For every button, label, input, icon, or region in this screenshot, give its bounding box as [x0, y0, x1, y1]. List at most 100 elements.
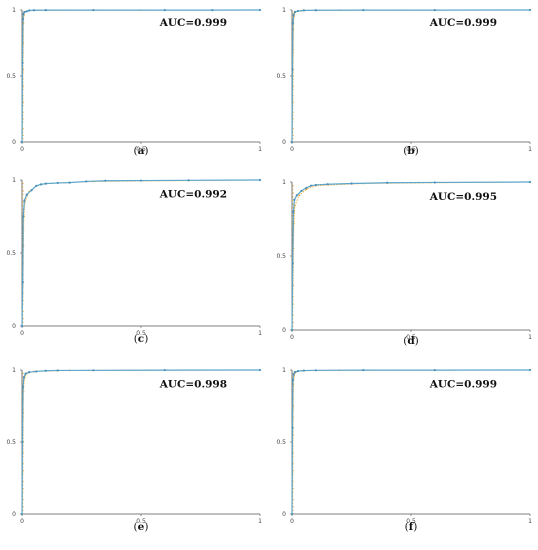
orange-series-point [292, 185, 294, 187]
x-tick-label: 0.5 [136, 330, 146, 337]
roc-series-point [23, 10, 26, 14]
x-tick-label: 1 [258, 518, 262, 525]
roc-series-point [187, 179, 190, 182]
roc-panel-f: 0 0.5 1 0 0.5 1 AUC=0.999 [276, 367, 532, 525]
roc-series-point [296, 370, 300, 373]
orange-series-point [292, 303, 294, 305]
x-tick-label: 1 [528, 518, 532, 525]
roc-series-point [92, 9, 95, 12]
x-tick-label: 0 [20, 146, 24, 153]
x-tick-label: 0 [20, 330, 24, 337]
roc-series-point [85, 180, 88, 183]
roc-series-point [44, 369, 47, 372]
x-tick-label: 1 [258, 330, 262, 337]
orange-series-point [305, 188, 308, 191]
orange-series-point [21, 204, 24, 207]
auc-annotation: AUC=0.999 [429, 378, 497, 390]
x-tick-label: 0 [290, 146, 294, 153]
roc-series-line [291, 181, 531, 331]
roc-series-point [24, 372, 27, 375]
roc-series-point [22, 215, 25, 218]
roc-series-point [362, 9, 365, 12]
roc-series-point [258, 178, 262, 182]
roc-series-point [314, 369, 317, 372]
roc-series-point [362, 369, 365, 372]
roc-series-point [56, 181, 59, 185]
y-tick-label: 0 [12, 511, 16, 518]
x-tick-label: 0.5 [406, 518, 416, 525]
orange-series-line [291, 181, 531, 331]
y-tick-label: 1 [282, 179, 286, 186]
roc-series-point [290, 140, 294, 144]
roc-panel-e: 0 0.5 1 0 0.5 1 AUC=0.998 [6, 367, 262, 525]
orange-series-point [292, 321, 294, 324]
roc-series-point [44, 182, 47, 185]
roc-series-line [291, 369, 531, 515]
orange-series-point [292, 128, 294, 130]
roc-series-point [296, 9, 300, 13]
x-tick-label: 1 [528, 146, 532, 153]
roc-series-point [44, 9, 47, 12]
panel-caption-letter: f [408, 521, 414, 533]
x-tick-label: 0.5 [136, 146, 146, 153]
roc-series-point [30, 189, 33, 192]
roc-series-point [293, 10, 296, 14]
y-tick-label: 0.5 [276, 439, 286, 446]
orange-series-point [22, 101, 24, 104]
y-tick-label: 0 [282, 511, 286, 518]
roc-series-point [28, 371, 31, 374]
orange-series-line [291, 369, 531, 515]
y-tick-label: 1 [12, 177, 16, 184]
roc-series-point [291, 22, 295, 25]
roc-series-point [290, 512, 294, 516]
roc-series-point [25, 193, 28, 196]
roc-series-point [386, 181, 389, 184]
roc-series-point [292, 373, 295, 376]
roc-series-point [291, 68, 294, 71]
y-tick-label: 0 [282, 139, 286, 146]
panel-caption-letter: e [137, 521, 145, 533]
orange-series-point [22, 193, 24, 196]
y-tick-label: 1 [12, 367, 16, 374]
x-tick-label: 0 [20, 518, 24, 525]
roc-series-point [295, 194, 298, 197]
roc-series-point [139, 179, 143, 182]
orange-series-point [22, 201, 24, 203]
roc-series-point [300, 189, 303, 192]
y-tick-label: 1 [12, 7, 16, 14]
orange-series-point [292, 498, 294, 501]
auc-annotation: AUC=0.992 [159, 189, 227, 201]
x-tick-label: 0.5 [406, 334, 416, 341]
orange-series-point [292, 196, 294, 198]
roc-series-point [350, 182, 353, 185]
roc-series-point [163, 369, 166, 372]
roc-series-line [21, 9, 261, 143]
auc-annotation: AUC=0.999 [429, 17, 497, 29]
y-tick-label: 0 [12, 323, 16, 330]
orange-series-point [298, 194, 301, 197]
orange-series-point [22, 128, 24, 130]
panel-caption-letter: c [137, 333, 145, 345]
orange-series-point [292, 118, 294, 120]
panel-caption-letter: b [407, 145, 415, 157]
roc-series-point [528, 180, 532, 184]
y-tick-label: 0.5 [6, 73, 16, 80]
roc-series-point [258, 8, 262, 12]
roc-series-point [433, 181, 436, 184]
roc-panel-a: 0 0.5 1 0 0.5 1 AUC=0.999 [6, 7, 262, 153]
roc-series-line [291, 9, 531, 143]
orange-series-line [21, 9, 261, 143]
panel-caption: (f) [404, 521, 418, 533]
orange-series-line [291, 9, 531, 143]
roc-series-point [21, 18, 25, 21]
orange-series-point [22, 506, 24, 508]
y-tick-label: 0.5 [276, 73, 286, 80]
orange-series-point [291, 199, 294, 202]
roc-series-point [314, 9, 317, 12]
x-tick-label: 1 [528, 334, 532, 341]
roc-series-line [21, 179, 261, 327]
roc-series-point [20, 140, 24, 144]
auc-annotation: AUC=0.998 [159, 378, 227, 390]
orange-series-point [292, 488, 294, 490]
roc-series-point [20, 512, 24, 516]
